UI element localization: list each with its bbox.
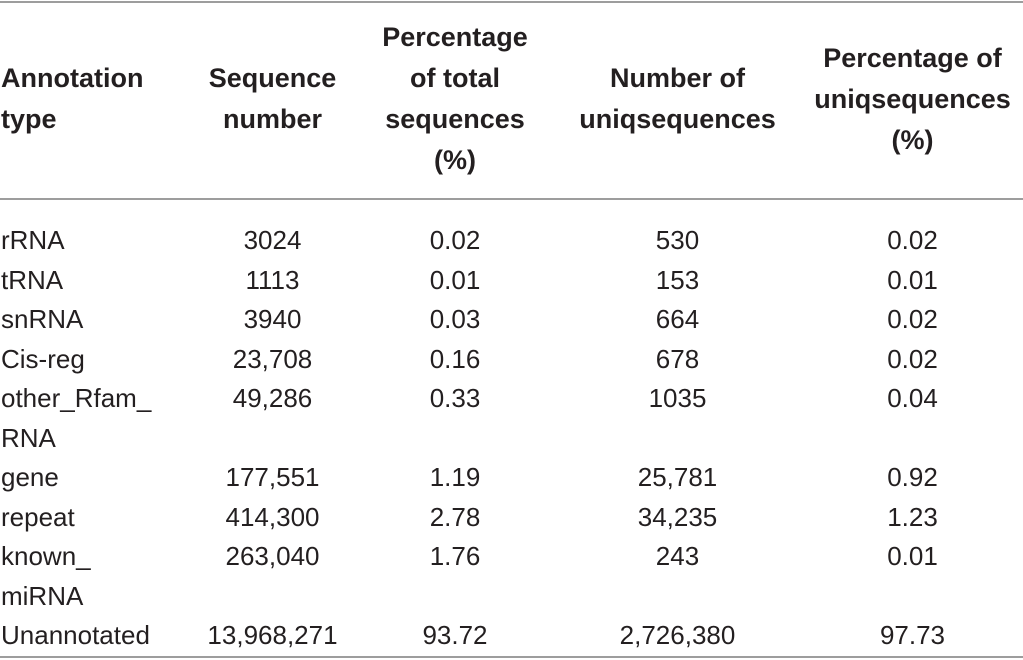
table-header: Annotation type Sequence number Percenta…: [0, 0, 1023, 198]
cell-type: known_ miRNA: [1, 541, 91, 611]
cell-pct-total: 1.76: [429, 541, 481, 571]
cell-pct-total: 0.03: [429, 304, 481, 334]
cell-uniq-number: 243: [655, 541, 700, 571]
table-top-rule: [0, 1, 1023, 3]
header-percentage-uniq: Percentage of uniqsequences (%): [814, 42, 1011, 155]
header-annotation-type: Annotation type: [1, 63, 144, 134]
cell-pct-uniq: 0.04: [887, 383, 938, 413]
cell-pct-total: 2.78: [429, 501, 481, 532]
cell-pct-total: 1.19: [429, 462, 481, 492]
table-row: snRNA 3940 0.03 664 0.02: [0, 300, 1023, 340]
cell-type: Cis-reg: [1, 343, 85, 374]
cell-pct-uniq: 0.01: [887, 264, 938, 295]
cell-pct-total: 93.72: [422, 620, 488, 650]
table-row: tRNA 1113 0.01 153 0.01: [0, 261, 1023, 301]
cell-sequence-number: 13,968,271: [207, 620, 338, 650]
cell-pct-total: 0.01: [429, 264, 481, 295]
cell-sequence-number: 263,040: [225, 541, 320, 571]
cell-type: Unannotated: [1, 620, 150, 650]
header-sequence-number: Sequence number: [208, 63, 337, 134]
cell-uniq-number: 530: [655, 225, 700, 255]
cell-pct-uniq: 97.73: [879, 620, 946, 650]
cell-uniq-number: 678: [655, 343, 700, 374]
table-row: repeat 414,300 2.78 34,235 1.23: [0, 498, 1023, 538]
cell-sequence-number: 1113: [245, 264, 300, 295]
cell-sequence-number: 3024: [243, 225, 302, 255]
header-divider-rule: [0, 198, 1023, 200]
table-row: rRNA 3024 0.02 530 0.02: [0, 221, 1023, 261]
cell-type: gene: [1, 462, 59, 492]
cell-uniq-number: 1035: [648, 383, 707, 413]
cell-sequence-number: 23,708: [232, 343, 313, 374]
cell-pct-uniq: 0.02: [887, 343, 938, 374]
cell-uniq-number: 2,726,380: [619, 620, 736, 650]
table-row: Unannotated 13,968,271 93.72 2,726,380 9…: [0, 616, 1023, 656]
cell-pct-total: 0.16: [429, 343, 481, 374]
cell-sequence-number: 3940: [243, 304, 302, 334]
cell-sequence-number: 177,551: [225, 462, 320, 492]
cell-uniq-number: 34,235: [637, 501, 718, 532]
cell-uniq-number: 25,781: [637, 462, 718, 492]
cell-sequence-number: 414,300: [225, 501, 320, 532]
table-row: gene 177,551 1.19 25,781 0.92: [0, 458, 1023, 498]
cell-type: repeat: [1, 501, 75, 532]
table-row: other_Rfam_ RNA 49,286 0.33 1035 0.04: [0, 379, 1023, 458]
cell-uniq-number: 153: [655, 264, 700, 295]
header-percentage-total: Percentage of total sequences (%): [382, 22, 528, 175]
cell-pct-total: 0.02: [429, 225, 481, 255]
cell-type: rRNA: [1, 225, 65, 255]
header-number-uniq: Number of uniqsequences: [579, 63, 776, 134]
cell-pct-uniq: 0.02: [887, 304, 938, 334]
cell-pct-uniq: 0.02: [887, 225, 938, 255]
table-bottom-rule: [0, 656, 1023, 658]
cell-type: other_Rfam_ RNA: [1, 383, 152, 453]
cell-sequence-number: 49,286: [232, 383, 313, 413]
cell-pct-uniq: 0.01: [887, 541, 938, 571]
cell-pct-uniq: 0.92: [887, 462, 938, 492]
cell-type: tRNA: [1, 264, 64, 295]
table-body: rRNA 3024 0.02 530 0.02 tRNA 1113 0.01 1…: [0, 221, 1023, 656]
cell-pct-uniq: 1.23: [887, 501, 938, 532]
table-row: Cis-reg 23,708 0.16 678 0.02: [0, 340, 1023, 380]
cell-uniq-number: 664: [655, 304, 700, 334]
cell-pct-total: 0.33: [429, 383, 481, 413]
cell-type: snRNA: [1, 304, 84, 334]
table-row: known_ miRNA 263,040 1.76 243 0.01: [0, 537, 1023, 616]
